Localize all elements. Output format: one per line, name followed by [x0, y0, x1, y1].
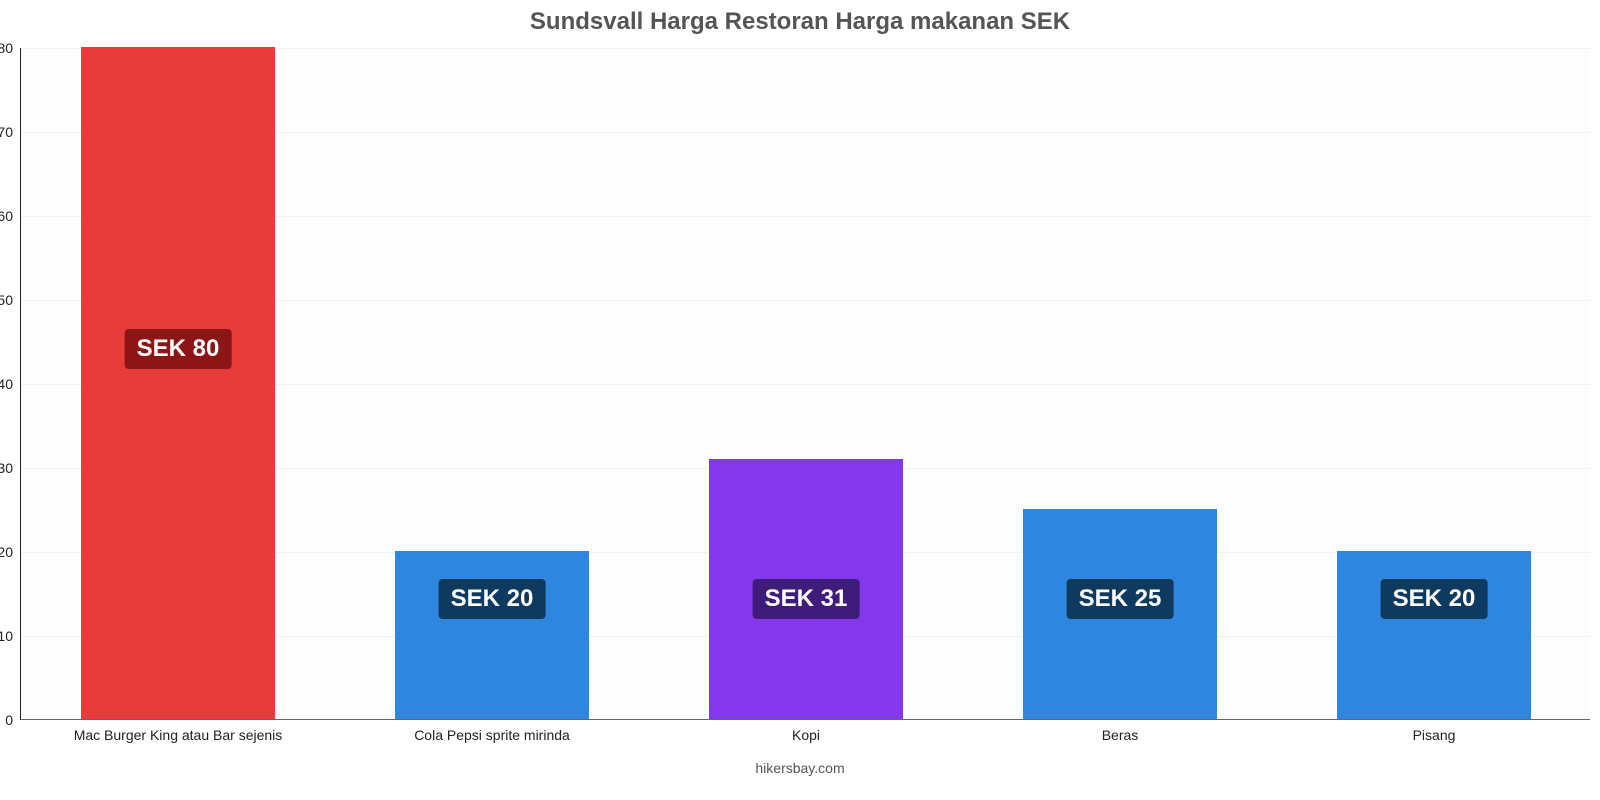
plot-area: 01020304050607080SEK 80Mac Burger King a…	[20, 48, 1590, 720]
bar	[81, 47, 276, 719]
value-badge: SEK 31	[753, 579, 860, 619]
xtick-label: Mac Burger King atau Bar sejenis	[21, 719, 335, 743]
bar-slot: SEK 80Mac Burger King atau Bar sejenis	[21, 47, 335, 719]
value-badge: SEK 20	[439, 579, 546, 619]
chart-title: Sundsvall Harga Restoran Harga makanan S…	[0, 8, 1600, 36]
xtick-label: Kopi	[649, 719, 963, 743]
ytick-label: 40	[0, 376, 21, 392]
attribution: hikersbay.com	[0, 760, 1600, 776]
ytick-label: 30	[0, 460, 21, 476]
bar	[395, 551, 590, 719]
ytick-label: 60	[0, 208, 21, 224]
ytick-label: 80	[0, 40, 21, 56]
value-badge: SEK 20	[1381, 579, 1488, 619]
xtick-label: Beras	[963, 719, 1277, 743]
bar-slot: SEK 25Beras	[963, 47, 1277, 719]
ytick-label: 70	[0, 124, 21, 140]
ytick-label: 10	[0, 628, 21, 644]
xtick-label: Cola Pepsi sprite mirinda	[335, 719, 649, 743]
bar-slot: SEK 20Cola Pepsi sprite mirinda	[335, 47, 649, 719]
ytick-label: 0	[5, 712, 21, 728]
value-badge: SEK 25	[1067, 579, 1174, 619]
bar-slot: SEK 20Pisang	[1277, 47, 1591, 719]
ytick-label: 20	[0, 544, 21, 560]
value-badge: SEK 80	[125, 329, 232, 369]
bar-slot: SEK 31Kopi	[649, 47, 963, 719]
ytick-label: 50	[0, 292, 21, 308]
bar	[1337, 551, 1532, 719]
xtick-label: Pisang	[1277, 719, 1591, 743]
chart-container: Sundsvall Harga Restoran Harga makanan S…	[0, 0, 1600, 800]
